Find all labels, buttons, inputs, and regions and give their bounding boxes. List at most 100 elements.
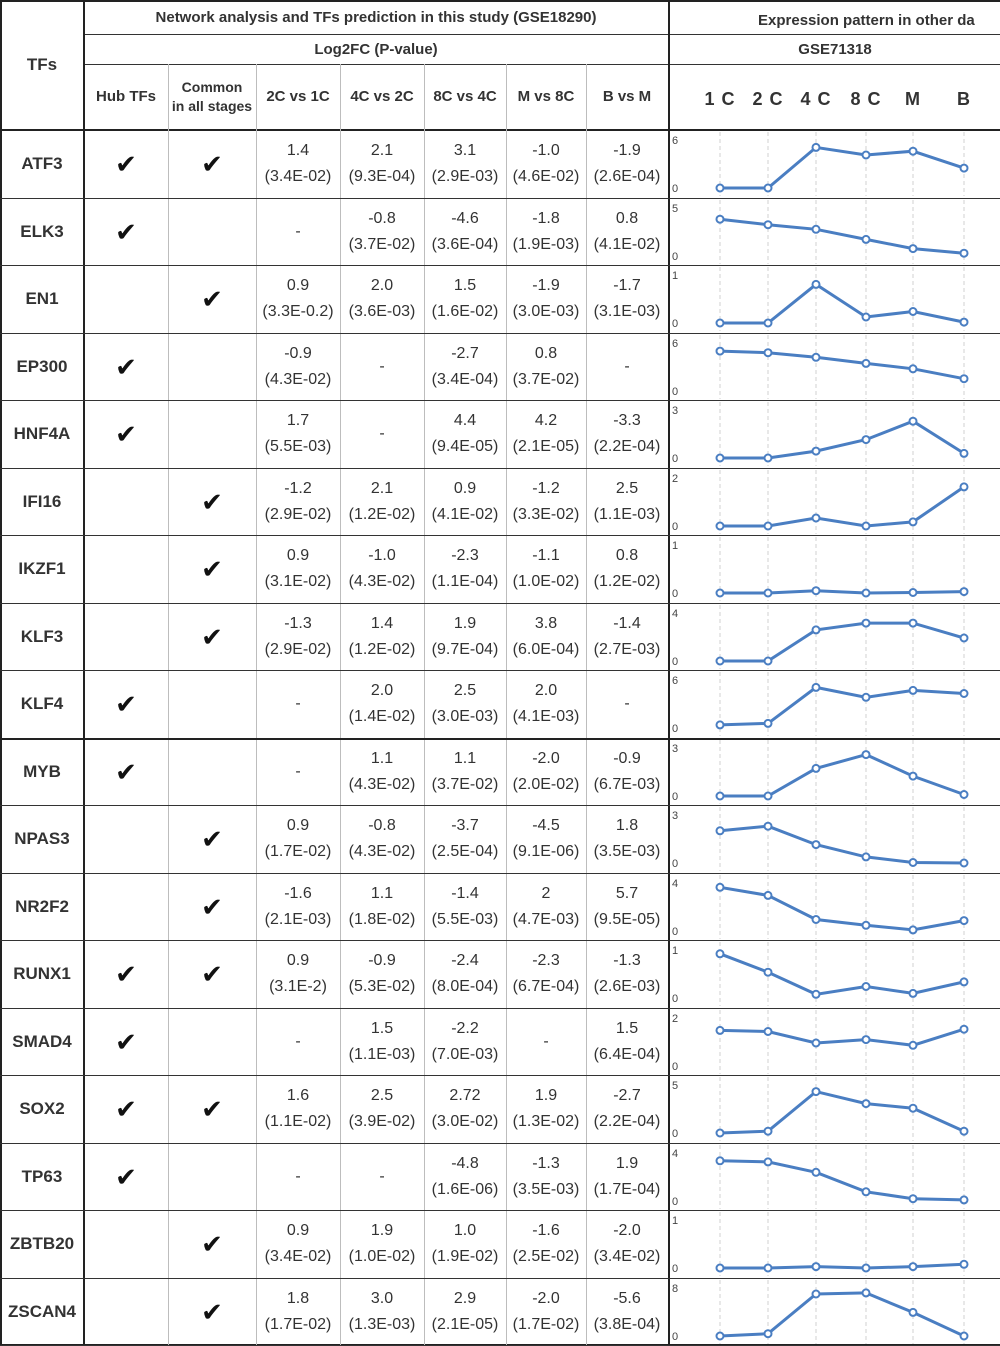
log2fc-value-cell: 1.7 (5.5E-03) [264, 412, 332, 455]
row-divider [0, 873, 1000, 874]
common-stage-check-icon: ✔ [201, 1296, 223, 1327]
log2fc-value-cell: - [295, 1168, 301, 1186]
column-divider-m8c [586, 64, 587, 1346]
stage-label-2c: 2 C [752, 88, 784, 109]
expression-point [959, 689, 969, 698]
y-axis-zero-label: 0 [672, 251, 678, 263]
expression-series-line [720, 753, 965, 798]
log2fc-header: Log2FC (P-value) [314, 40, 438, 58]
expression-point [763, 453, 773, 463]
expression-point [715, 1263, 725, 1273]
log2fc-value-cell: 2.0 (1.4E-02) [348, 682, 416, 725]
expression-point [811, 840, 821, 850]
tf-name-cell: KLF3 [20, 627, 64, 646]
expression-sparkline: 40 [672, 605, 969, 669]
log2fc-value-cell: - [295, 763, 301, 781]
common-stage-check-icon: ✔ [201, 1228, 223, 1259]
log2fc-value-cell: -1.2 (3.3E-02) [512, 480, 580, 523]
log2fc-value-cell: 0.9 (1.7E-02) [264, 817, 332, 860]
log2fc-value-cell: 2.0 (3.6E-03) [348, 277, 416, 320]
expression-point [763, 890, 773, 900]
header-divider-2 [84, 64, 1000, 65]
log2fc-value-cell: 0.9 (4.1E-02) [431, 480, 499, 523]
log2fc-value-cell: - [295, 223, 301, 241]
tf-name-cell: IKZF1 [18, 559, 66, 578]
expression-point [908, 416, 918, 426]
expression-series-line [719, 1027, 965, 1047]
expression-point [763, 967, 773, 977]
expression-point [908, 1262, 918, 1272]
log2fc-value-cell: 0.8 (3.7E-02) [512, 345, 580, 388]
expression-point [908, 771, 918, 781]
log2fc-value-cell: 0.8 (1.2E-02) [593, 547, 661, 590]
expression-point [715, 1331, 725, 1341]
tf-name-cell: HNF4A [13, 424, 71, 443]
log2fc-value-cell: 0.9 (3.1E-02) [264, 547, 332, 590]
hub-tf-check-icon: ✔ [115, 958, 137, 989]
y-axis-zero-label: 0 [672, 1061, 678, 1073]
hub-tf-check-icon: ✔ [115, 418, 137, 449]
expression-point [763, 1126, 773, 1136]
expression-point [959, 317, 969, 327]
row-divider [0, 400, 1000, 401]
expression-point [763, 318, 773, 328]
expression-series-line [720, 621, 965, 663]
expression-point [715, 1156, 725, 1166]
row-divider [0, 603, 1000, 604]
expression-point [959, 1331, 969, 1341]
expression-point [908, 307, 918, 316]
expression-point [811, 446, 821, 456]
expression-point [811, 1038, 821, 1048]
expression-point [861, 1288, 871, 1298]
common-stage-check-icon: ✔ [201, 823, 223, 854]
log2fc-value-cell: -2.4 (8.0E-04) [431, 952, 499, 995]
expression-point [811, 513, 821, 523]
expression-point [959, 858, 969, 868]
stage-label-b: B [957, 88, 971, 109]
log2fc-value-cell: -0.9 (5.3E-02) [348, 952, 416, 995]
log2fc-value-cell: -2.7 (2.2E-04) [593, 1087, 661, 1130]
expression-point [959, 1195, 969, 1205]
log2fc-value-cell: 1.5 (1.6E-02) [431, 277, 499, 320]
expression-point [763, 348, 773, 358]
log2fc-value-cell: -4.6 (3.6E-04) [431, 210, 499, 253]
log2fc-value-cell: - [379, 1168, 385, 1186]
log2fc-value-cell: -1.9 (2.6E-04) [593, 142, 661, 185]
row-divider [0, 1278, 1000, 1279]
log2fc-value-cell: -1.3 (2.6E-03) [593, 952, 661, 995]
y-axis-max-label: 4 [672, 878, 678, 890]
expression-point [715, 882, 725, 892]
log2fc-value-cell: 1.0 (1.9E-02) [431, 1222, 499, 1265]
log2fc-value-cell: -2.3 (1.1E-04) [431, 547, 499, 590]
y-axis-max-label: 3 [672, 405, 678, 417]
log2fc-value-cell: - [624, 358, 630, 376]
log2fc-value-cell: -1.0 (4.6E-02) [512, 142, 580, 185]
expression-sparkline: 20 [672, 470, 969, 534]
column-header-hub-tfs: Hub TFs [96, 87, 156, 105]
tf-name-cell: TP63 [21, 1167, 63, 1186]
hub-tf-check-icon: ✔ [115, 688, 137, 719]
expression-point [908, 364, 918, 374]
expression-point [715, 453, 725, 463]
row-divider [0, 738, 1000, 740]
expression-point [763, 656, 773, 666]
expression-point [861, 312, 871, 322]
log2fc-value-cell: -1.2 (2.9E-02) [264, 480, 332, 523]
expression-series-line [720, 145, 965, 190]
row-divider [0, 265, 1000, 266]
row-divider [0, 468, 1000, 469]
common-stage-check-icon: ✔ [201, 621, 223, 652]
column-divider-common [256, 64, 257, 1346]
expression-point [811, 763, 821, 773]
expression-point [959, 1259, 969, 1269]
expression-point [908, 146, 918, 156]
expression-sparkline: 60 [672, 132, 969, 196]
expression-point [811, 915, 821, 924]
expression-point [861, 1099, 871, 1109]
expression-point [861, 521, 871, 531]
expression-series-line [720, 485, 965, 528]
y-axis-max-label: 1 [672, 945, 678, 957]
hub-tf-check-icon: ✔ [115, 1026, 137, 1057]
dataset-gse71318-header: GSE71318 [798, 40, 872, 58]
